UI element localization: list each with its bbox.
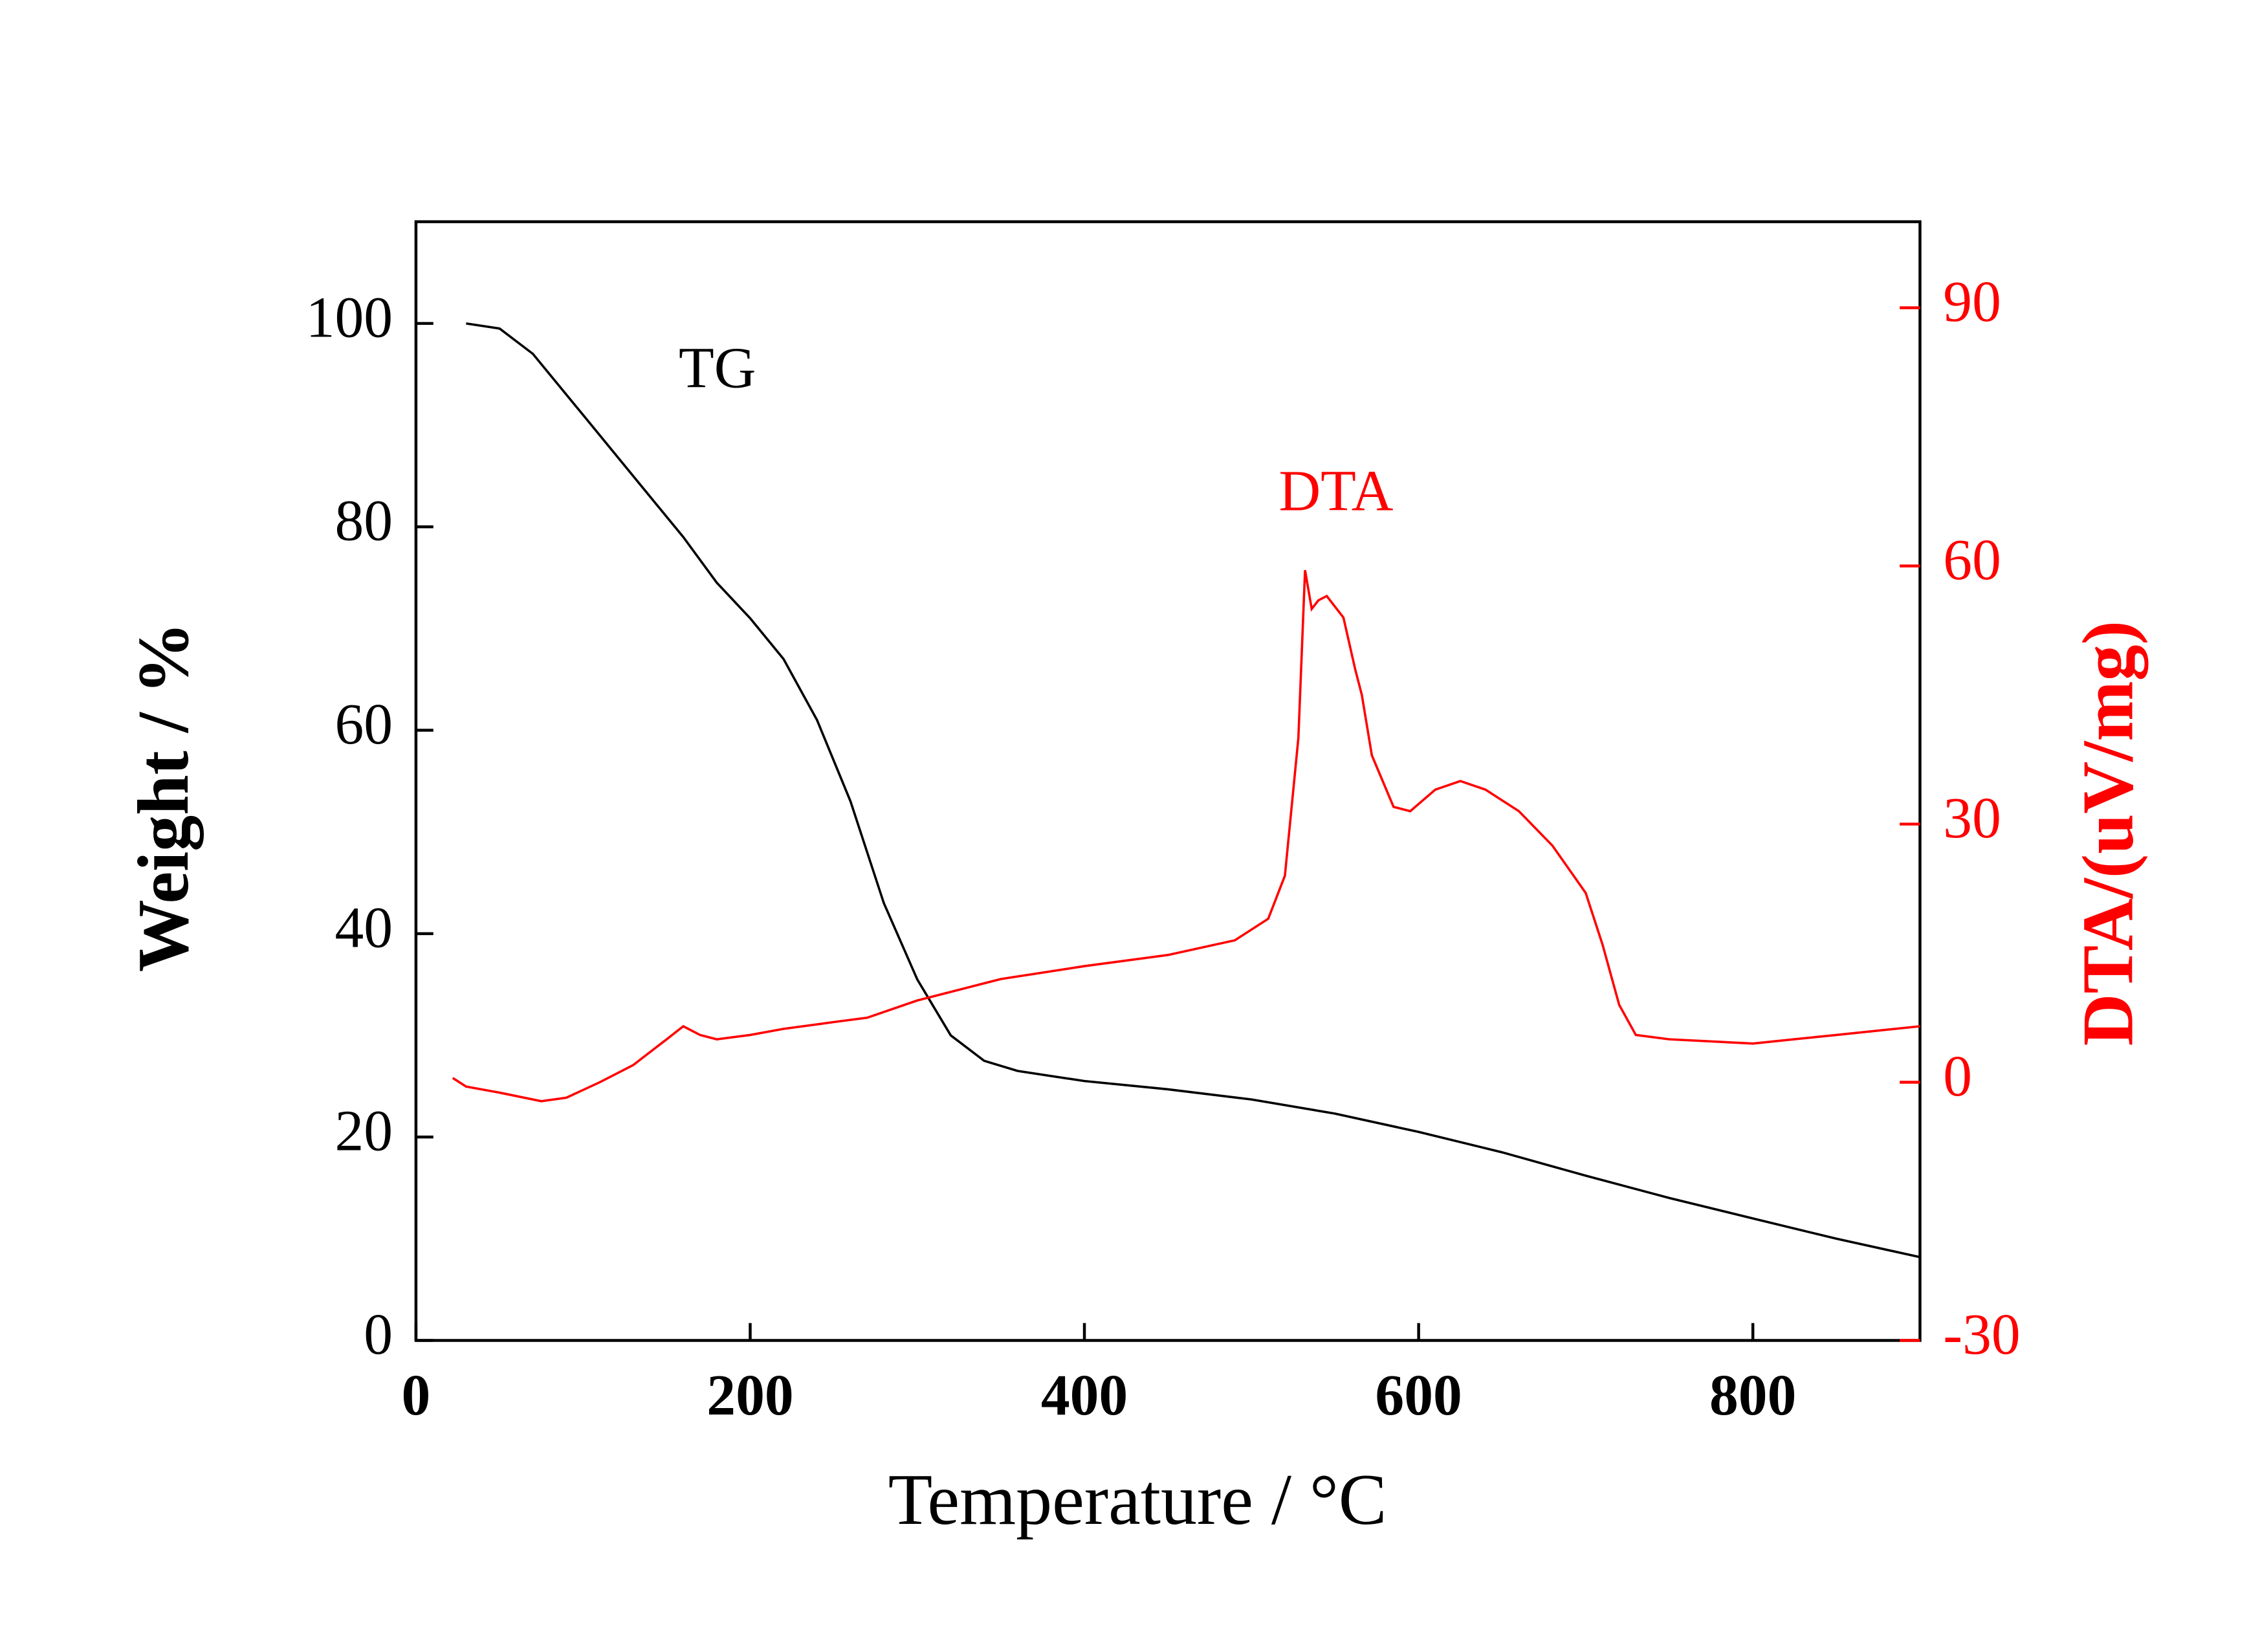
y2-tick-label: -30 (1943, 1303, 2020, 1367)
x-tick-label: 200 (707, 1363, 793, 1427)
data-line (452, 569, 1920, 1103)
y2-axis-label: DTA/(uV/mg) (2068, 621, 2149, 1046)
y2-tick-label: 30 (1943, 786, 2001, 850)
y-tick-label: 100 (306, 285, 393, 349)
x-tick-label: 400 (1041, 1363, 1128, 1427)
series-label: DTA (1279, 459, 1394, 523)
y2-tick-label: 90 (1943, 270, 2001, 334)
x-axis-label: Temperature / °C (888, 1460, 1387, 1540)
y-tick-label: 0 (364, 1303, 393, 1367)
y-tick-label: 80 (335, 489, 393, 553)
y-tick-label: 60 (335, 692, 393, 756)
y-axis-label: Weight / % (124, 622, 204, 972)
x-tick-label: 600 (1375, 1363, 1462, 1427)
y-tick-label: 40 (335, 896, 393, 960)
data-line (466, 322, 1920, 1259)
x-tick-label: 800 (1709, 1363, 1796, 1427)
y-tick-label: 20 (335, 1099, 393, 1163)
series-label: TG (679, 336, 756, 400)
y2-tick-label: 0 (1943, 1044, 1972, 1108)
y2-tick-label: 60 (1943, 528, 2001, 592)
x-tick-label: 0 (402, 1363, 431, 1427)
plot-frame (414, 220, 1922, 1342)
